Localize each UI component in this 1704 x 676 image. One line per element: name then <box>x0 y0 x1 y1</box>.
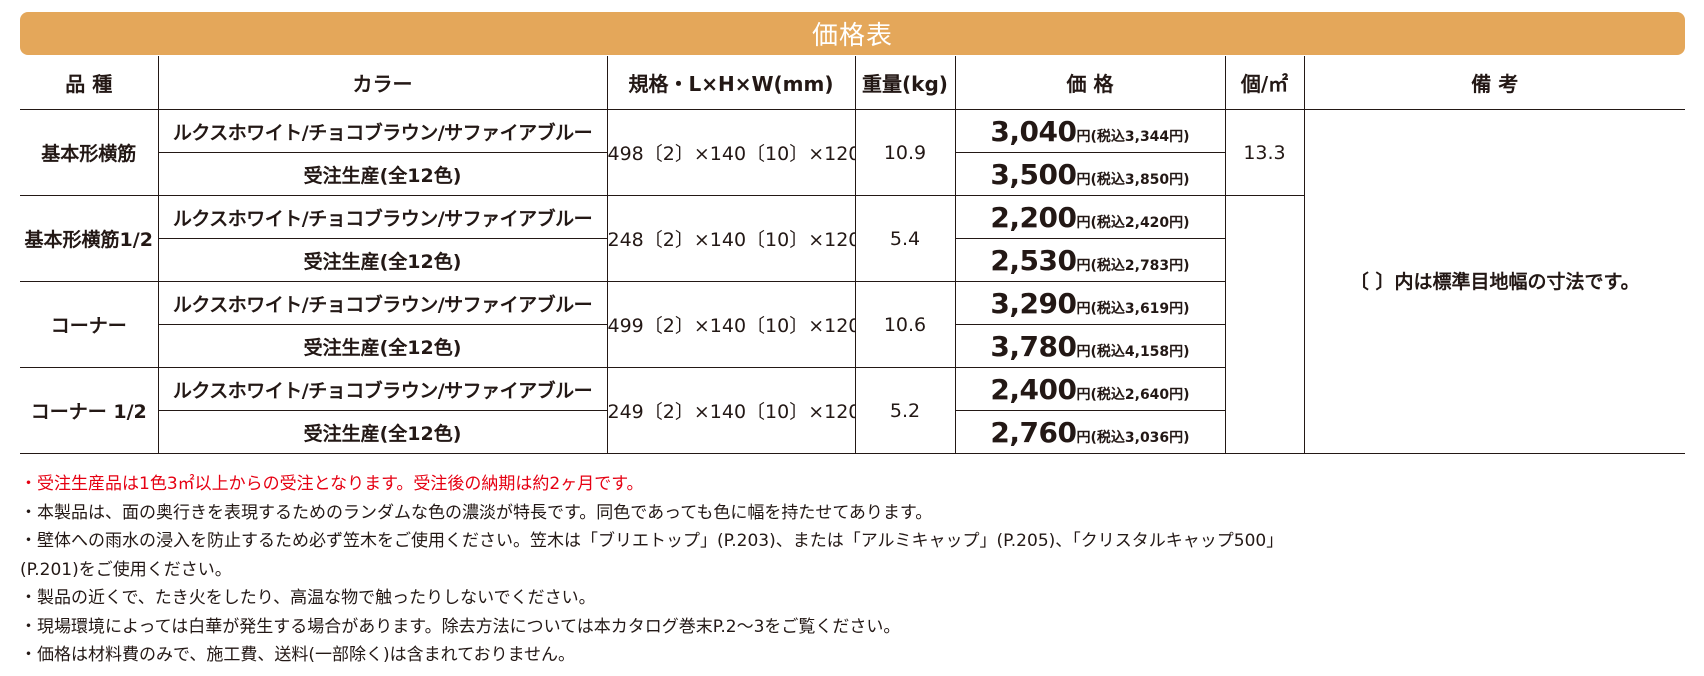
standard-price: 3,040円(税込3,344円) <box>954 109 1226 153</box>
order-price: 3,500円(税込3,850円) <box>954 152 1225 196</box>
order-price: 2,530円(税込2,783円) <box>954 238 1225 282</box>
order-color-label: 受注生産(全12色) <box>158 410 608 454</box>
order-price: 3,780円(税込4,158円) <box>954 324 1225 368</box>
header-weight: 重量(kg) <box>854 56 956 110</box>
note-coping-continued: (P.201)をご使用ください。 <box>20 559 232 580</box>
spec-value: 498〔2〕×140〔10〕×120 <box>606 109 856 196</box>
standard-color-label: ルクスホワイト/チョコブラウン/サファイアブルー <box>157 281 608 325</box>
order-color-label: 受注生産(全12色) <box>158 324 608 368</box>
remarks-note: 〔 〕内は標準目地幅の寸法です。 <box>1303 109 1685 454</box>
note-order-production: ・受注生産品は1色3㎡以上からの受注となります。受注後の納期は約2ヶ月です。 <box>20 474 644 494</box>
order-color-label: 受注生産(全12色) <box>158 152 608 196</box>
table-row: 受注生産(全12色) 3,780円(税込4,158円) <box>20 324 1685 368</box>
price-tax-note: 円(税込3,850円) <box>1076 171 1190 188</box>
price-amount: 3,290 <box>990 286 1077 320</box>
price-amount: 2,760 <box>990 415 1077 449</box>
header-remarks: 備 考 <box>1303 56 1685 110</box>
price-amount: 3,500 <box>990 157 1077 191</box>
table-row: 受注生産(全12色) 2,760円(税込3,036円) <box>20 410 1685 454</box>
table-row: 受注生産(全12色) 3,500円(税込3,850円) <box>20 152 1685 196</box>
price-amount: 3,040 <box>990 114 1077 148</box>
order-price: 2,760円(税込3,036円) <box>954 410 1225 454</box>
spec-value: 249〔2〕×140〔10〕×120 <box>606 367 856 454</box>
standard-price: 2,200円(税込2,420円) <box>954 195 1226 239</box>
price-tax-note: 円(税込2,783円) <box>1076 257 1190 274</box>
header-product: 品 種 <box>20 56 159 110</box>
standard-price: 3,290円(税込3,619円) <box>954 281 1225 325</box>
spec-value: 499〔2〕×140〔10〕×120 <box>606 281 856 368</box>
price-tax-note: 円(税込4,158円) <box>1076 343 1190 360</box>
note-price-scope: ・価格は材料費のみで、施工費、送料(一部除く)は含まれておりません。 <box>20 645 576 665</box>
spec-value: 248〔2〕×140〔10〕×120 <box>606 195 856 282</box>
table-row: コーナー ルクスホワイト/チョコブラウン/サファイアブルー 499〔2〕×140… <box>20 281 1685 368</box>
note-coping: ・壁体への雨水の浸入を防止するため必ず笠木をご使用ください。笠木は「ブリエトップ… <box>20 531 1284 551</box>
price-amount: 2,530 <box>990 243 1077 277</box>
price-tax-note: 円(税込2,420円) <box>1076 214 1190 231</box>
table-row: 受注生産(全12色) 2,530円(税込2,783円) <box>20 238 1685 282</box>
table-header-row: 品 種 カラー 規格・L×H×W(mm) 重量(kg) 価 格 個/㎡ 備 考 <box>20 56 1685 110</box>
product-name: コーナー 1/2 <box>20 367 159 454</box>
units-per-m2: 13.3 <box>1224 109 1305 196</box>
price-tax-note: 円(税込2,640円) <box>1076 386 1190 403</box>
weight-value: 5.4 <box>854 195 956 282</box>
standard-color-label: ルクスホワイト/チョコブラウン/サファイアブルー <box>157 367 608 411</box>
table-row: 基本形横筋 ルクスホワイト/チョコブラウン/サファイアブルー 498〔2〕×14… <box>20 109 1685 454</box>
header-price: 価 格 <box>954 56 1226 110</box>
price-amount: 3,780 <box>990 329 1077 363</box>
note-fire-warning: ・製品の近くで、たき火をしたり、高温な物で触ったりしないでください。 <box>20 588 596 608</box>
weight-value: 10.6 <box>854 281 956 368</box>
units-blank-cell <box>1224 195 1304 454</box>
notes-list: ・受注生産品は1色3㎡以上からの受注となります。受注後の納期は約2ヶ月です。 ・… <box>20 470 1680 670</box>
product-name: コーナー <box>20 281 159 368</box>
header-color: カラー <box>157 56 608 110</box>
price-table-title: 価格表 <box>20 12 1685 55</box>
order-color-label: 受注生産(全12色) <box>158 238 608 282</box>
standard-color-label: ルクスホワイト/チョコブラウン/サファイアブルー <box>157 109 608 153</box>
weight-value: 10.9 <box>854 109 956 196</box>
price-amount: 2,400 <box>990 372 1077 406</box>
price-tax-note: 円(税込3,344円) <box>1076 128 1190 145</box>
standard-price: 2,400円(税込2,640円) <box>954 367 1225 411</box>
table-row: コーナー 1/2 ルクスホワイト/チョコブラウン/サファイアブルー 249〔2〕… <box>20 367 1685 454</box>
price-amount: 2,200 <box>990 200 1077 234</box>
product-name: 基本形横筋1/2 <box>20 195 159 282</box>
standard-color-label: ルクスホワイト/チョコブラウン/サファイアブルー <box>157 195 608 239</box>
price-tax-note: 円(税込3,036円) <box>1076 429 1190 446</box>
price-table: 品 種 カラー 規格・L×H×W(mm) 重量(kg) 価 格 個/㎡ 備 考 … <box>20 56 1685 454</box>
header-spec: 規格・L×H×W(mm) <box>606 56 856 110</box>
note-efflorescence: ・現場環境によっては白華が発生する場合があります。除去方法については本カタログ巻… <box>20 616 901 637</box>
note-color-variation: ・本製品は、面の奥行きを表現するためのランダムな色の濃淡が特長です。同色であって… <box>20 502 933 523</box>
product-name: 基本形横筋 <box>20 109 159 196</box>
price-tax-note: 円(税込3,619円) <box>1076 300 1190 317</box>
weight-value: 5.2 <box>854 367 956 454</box>
header-units: 個/㎡ <box>1224 56 1305 110</box>
